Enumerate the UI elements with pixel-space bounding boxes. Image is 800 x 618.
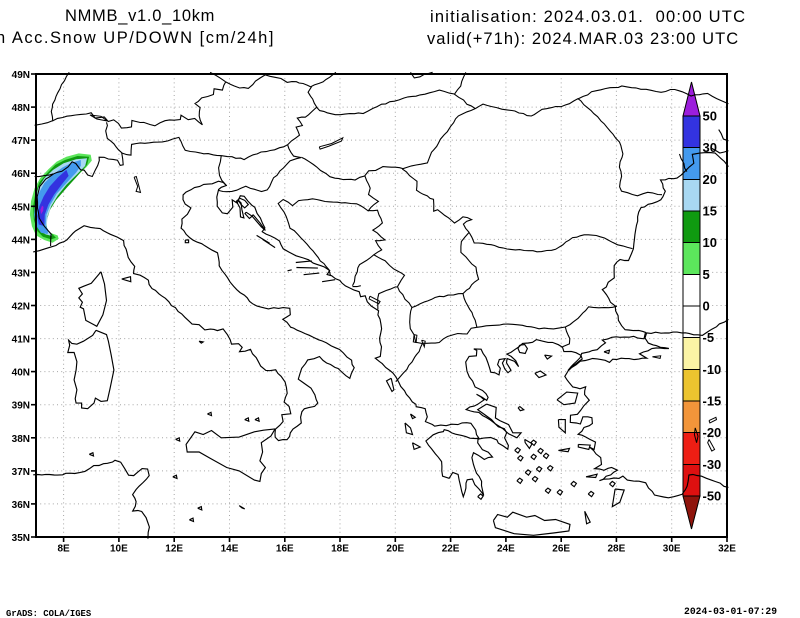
svg-text:45N: 45N [12,202,30,213]
svg-text:-20: -20 [703,425,722,440]
svg-text:41N: 41N [12,335,30,346]
svg-text:40N: 40N [12,368,30,379]
svg-text:50: 50 [703,109,717,124]
svg-text:12E: 12E [165,544,183,555]
svg-text:47N: 47N [12,136,30,147]
svg-text:5: 5 [703,267,710,282]
svg-text:14E: 14E [221,544,239,555]
svg-text:35N: 35N [12,533,30,544]
svg-text:GrADS: COLA/IGES: GrADS: COLA/IGES [6,609,92,618]
svg-text:26E: 26E [552,544,570,555]
svg-text:49N: 49N [12,70,30,81]
svg-text:-10: -10 [703,362,722,377]
svg-text:28E: 28E [608,544,626,555]
svg-text:30: 30 [703,140,717,155]
svg-text:36N: 36N [12,500,30,511]
svg-text:37N: 37N [12,467,30,478]
svg-text:-5: -5 [703,330,715,345]
svg-text:42N: 42N [12,302,30,313]
svg-text:48N: 48N [12,103,30,114]
svg-text:NMMB_v1.0_10km: NMMB_v1.0_10km [65,7,215,25]
svg-text:10E: 10E [110,544,128,555]
svg-text:39N: 39N [12,401,30,412]
svg-text:15: 15 [703,204,717,219]
svg-text:-50: -50 [703,489,722,504]
svg-text:n Acc.Snow UP/DOWN [cm/24h]: n Acc.Snow UP/DOWN [cm/24h] [0,29,275,47]
svg-text:8E: 8E [57,544,70,555]
svg-text:18E: 18E [331,544,349,555]
svg-text:16E: 16E [276,544,294,555]
svg-text:-30: -30 [703,457,722,472]
svg-text:initialisation: 2024.03.01. 0: initialisation: 2024.03.01. 00:00 UTC [430,8,746,26]
svg-text:0: 0 [703,299,710,314]
svg-text:10: 10 [703,235,717,250]
svg-text:20E: 20E [386,544,404,555]
svg-text:38N: 38N [12,434,30,445]
svg-text:valid(+71h): 2024.MAR.03 23:00: valid(+71h): 2024.MAR.03 23:00 UTC [427,30,739,48]
svg-text:44N: 44N [12,235,30,246]
svg-text:2024-03-01-07:29: 2024-03-01-07:29 [684,606,777,617]
svg-text:30E: 30E [663,544,681,555]
svg-text:20: 20 [703,172,717,187]
svg-text:32E: 32E [718,544,736,555]
svg-text:46N: 46N [12,169,30,180]
svg-text:22E: 22E [442,544,460,555]
svg-text:43N: 43N [12,268,30,279]
svg-text:-15: -15 [703,394,722,409]
svg-text:24E: 24E [497,544,515,555]
